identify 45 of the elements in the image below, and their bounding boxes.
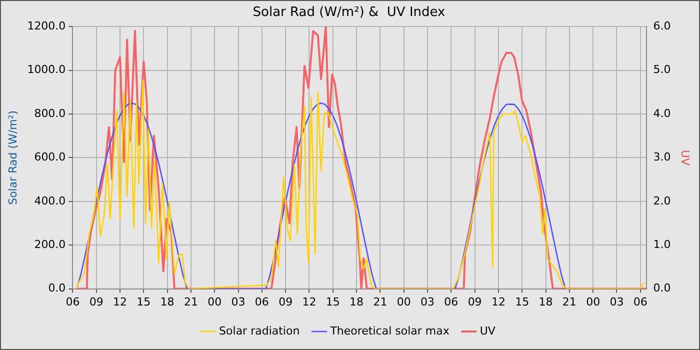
y2-tick-label: 6.0 bbox=[653, 19, 671, 32]
x-tick-label: 21 bbox=[184, 295, 198, 308]
x-tick-label: 15 bbox=[326, 295, 340, 308]
y2-tick-label: 0.0 bbox=[653, 282, 671, 295]
y-tick-label: 0.0 bbox=[48, 282, 66, 295]
x-tick-label: 21 bbox=[562, 295, 576, 308]
x-tick-label: 06 bbox=[66, 295, 80, 308]
x-tick-label: 06 bbox=[633, 295, 648, 308]
x-tick-label: 03 bbox=[231, 295, 246, 308]
y2-tick-label: 5.0 bbox=[653, 63, 671, 76]
x-tick-label: 15 bbox=[136, 295, 151, 308]
y-tick-label: 200.0 bbox=[34, 238, 66, 251]
x-tick-label: 21 bbox=[373, 295, 388, 308]
x-tick-label: 06 bbox=[444, 295, 458, 308]
x-tick-label: 09 bbox=[468, 295, 482, 308]
y2-axis-title: UV bbox=[678, 150, 692, 166]
y-tick-label: 1000.0 bbox=[27, 63, 66, 76]
x-tick-label: 03 bbox=[610, 295, 624, 308]
y2-tick-label: 4.0 bbox=[653, 106, 671, 120]
legend-label: Theoretical solar max bbox=[329, 324, 450, 338]
x-tick-label: 06 bbox=[254, 295, 269, 308]
y2-tick-label: 2.0 bbox=[653, 194, 671, 208]
y2-tick-label: 1.0 bbox=[653, 238, 671, 251]
y-axis-title: Solar Rad (W/m²) bbox=[6, 110, 20, 205]
x-tick-label: 09 bbox=[89, 295, 104, 308]
x-tick-label: 18 bbox=[160, 295, 174, 308]
x-tick-label: 15 bbox=[515, 295, 530, 308]
x-tick-label: 00 bbox=[586, 295, 600, 308]
x-tick-label: 09 bbox=[278, 295, 293, 308]
y-tick-label: 800.0 bbox=[34, 106, 66, 120]
x-tick-label: 12 bbox=[491, 295, 506, 308]
y-tick-label: 400.0 bbox=[34, 194, 66, 208]
legend-label: UV bbox=[480, 324, 496, 338]
chart-title: Solar Rad (W/m²) & UV Index bbox=[252, 5, 446, 20]
x-tick-label: 12 bbox=[113, 295, 127, 308]
y2-tick-label: 3.0 bbox=[653, 150, 671, 164]
x-tick-label: 18 bbox=[538, 295, 553, 308]
x-tick-label: 18 bbox=[350, 295, 364, 308]
y-tick-label: 600.0 bbox=[34, 150, 66, 164]
x-tick-label: 00 bbox=[208, 295, 222, 308]
y-tick-label: 1200.0 bbox=[27, 19, 66, 32]
x-tick-label: 03 bbox=[420, 295, 435, 308]
x-tick-label: 00 bbox=[396, 295, 411, 308]
x-tick-label: 12 bbox=[302, 295, 316, 308]
legend-label: Solar radiation bbox=[219, 324, 300, 338]
